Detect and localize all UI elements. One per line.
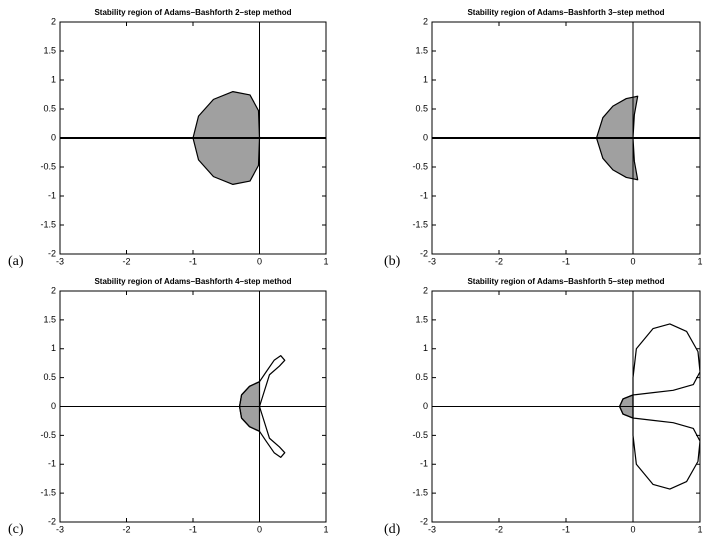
- y-tick-label: -2: [48, 248, 56, 258]
- x-tick-label: -2: [495, 524, 503, 534]
- y-tick-label: -0.5: [412, 430, 428, 440]
- x-tick-label: -3: [428, 524, 436, 534]
- y-tick-label: 1.5: [415, 314, 428, 324]
- x-tick-label: -3: [56, 256, 64, 266]
- x-tick-label: 1: [697, 524, 702, 534]
- y-tick-label: 0.5: [415, 103, 428, 113]
- subplot-title: Stability region of Adams–Bashforth 3–st…: [467, 8, 664, 17]
- panel-label: (d): [384, 522, 401, 537]
- x-tick-label: -3: [428, 256, 436, 266]
- y-tick-label: -1.5: [40, 488, 56, 498]
- y-tick-label: 1.5: [43, 45, 56, 55]
- y-tick-label: -0.5: [40, 430, 56, 440]
- x-tick-label: -1: [189, 524, 197, 534]
- panel-label: (a): [8, 254, 24, 269]
- x-tick-label: -3: [56, 524, 64, 534]
- panel-label: (c): [8, 522, 24, 537]
- y-tick-label: -1: [48, 190, 56, 200]
- axes-frame: [59, 21, 327, 255]
- x-tick-label: 1: [323, 524, 328, 534]
- axes-frame: [59, 290, 327, 523]
- x-tick-label: 1: [323, 256, 328, 266]
- y-tick-label: 0: [423, 132, 428, 142]
- y-tick-label: 1: [51, 343, 56, 353]
- x-tick-label: 0: [630, 524, 635, 534]
- y-tick-label: 0: [51, 401, 56, 411]
- y-tick-label: -2: [420, 516, 428, 526]
- y-tick-label: 2: [423, 16, 428, 26]
- x-tick-label: 1: [697, 256, 702, 266]
- subplot-title: Stability region of Adams–Bashforth 5–st…: [467, 277, 664, 286]
- y-tick-label: 2: [51, 285, 56, 295]
- y-tick-label: 0.5: [43, 372, 56, 382]
- y-tick-label: -1.5: [40, 219, 56, 229]
- x-tick-label: -2: [122, 256, 130, 266]
- axes-frame: [431, 21, 701, 255]
- subplot: Stability region of Adams–Bashforth 2–st…: [8, 8, 329, 269]
- x-tick-label: 0: [630, 256, 635, 266]
- y-tick-label: -1: [48, 459, 56, 469]
- subplot-title: Stability region of Adams–Bashforth 2–st…: [94, 8, 291, 17]
- y-tick-label: 0: [51, 132, 56, 142]
- y-tick-label: 1: [423, 74, 428, 84]
- panel-label: (b): [384, 254, 401, 269]
- y-tick-label: -1: [420, 190, 428, 200]
- y-tick-label: 0: [423, 401, 428, 411]
- x-tick-label: -1: [189, 256, 197, 266]
- y-tick-label: 1.5: [415, 45, 428, 55]
- x-tick-label: 0: [257, 524, 262, 534]
- y-tick-label: -0.5: [40, 161, 56, 171]
- y-tick-label: 0.5: [43, 103, 56, 113]
- y-tick-label: 0.5: [415, 372, 428, 382]
- y-tick-label: 2: [423, 285, 428, 295]
- y-tick-label: -2: [420, 248, 428, 258]
- subplot-title: Stability region of Adams–Bashforth 4–st…: [94, 277, 291, 286]
- y-tick-label: -1.5: [412, 219, 428, 229]
- x-tick-label: -1: [562, 256, 570, 266]
- y-tick-label: -0.5: [412, 161, 428, 171]
- subplot: Stability region of Adams–Bashforth 3–st…: [384, 8, 703, 269]
- x-tick-label: 0: [257, 256, 262, 266]
- y-tick-label: -1.5: [412, 488, 428, 498]
- y-tick-label: 1: [51, 74, 56, 84]
- x-tick-label: -1: [562, 524, 570, 534]
- subplot: Stability region of Adams–Bashforth 4–st…: [8, 277, 329, 537]
- y-tick-label: -2: [48, 516, 56, 526]
- y-tick-label: -1: [420, 459, 428, 469]
- x-tick-label: -2: [122, 524, 130, 534]
- y-tick-label: 2: [51, 16, 56, 26]
- y-tick-label: 1.5: [43, 314, 56, 324]
- subplot: Stability region of Adams–Bashforth 5–st…: [384, 277, 703, 537]
- axes-frame: [431, 290, 701, 523]
- x-tick-label: -2: [495, 256, 503, 266]
- y-tick-label: 1: [423, 343, 428, 353]
